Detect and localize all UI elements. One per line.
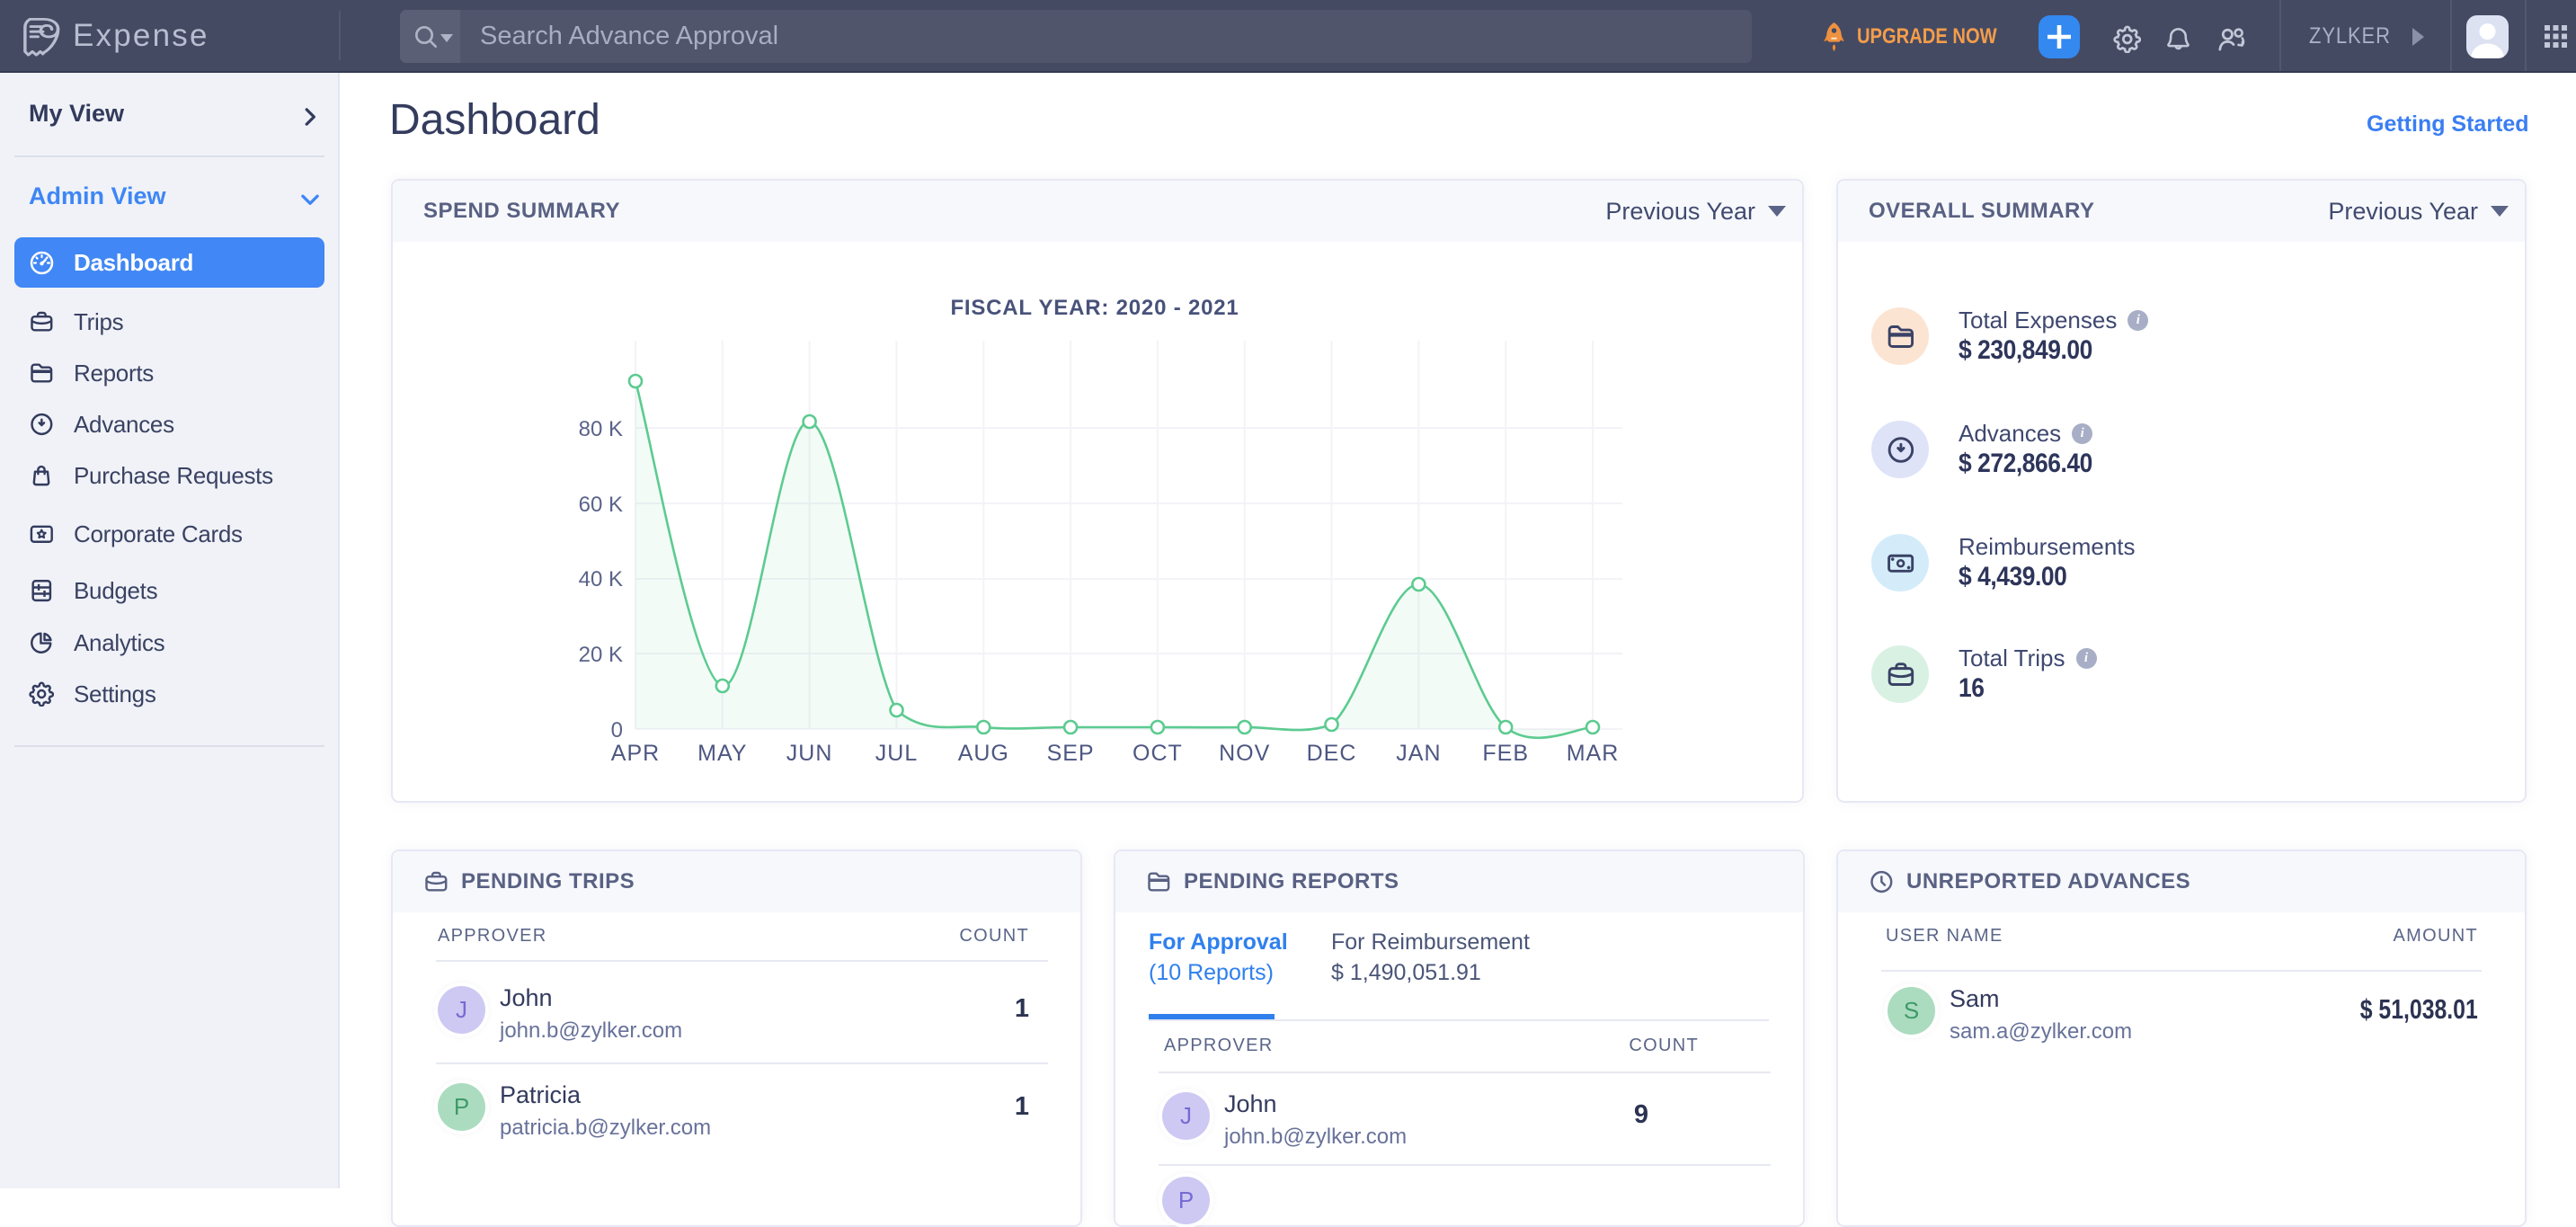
svg-text:FISCAL YEAR: 2020 - 2021: FISCAL YEAR: 2020 - 2021 [950, 296, 1239, 320]
svg-text:MAY: MAY [697, 741, 747, 766]
svg-text:AUG: AUG [958, 741, 1009, 766]
svg-text:JUL: JUL [875, 741, 918, 766]
svg-text:SEP: SEP [1047, 741, 1095, 766]
svg-text:JAN: JAN [1396, 741, 1441, 766]
svg-text:DEC: DEC [1307, 741, 1357, 766]
svg-text:NOV: NOV [1219, 741, 1270, 766]
svg-text:0: 0 [611, 718, 623, 742]
svg-text:MAR: MAR [1567, 741, 1620, 766]
svg-text:60 K: 60 K [579, 493, 623, 517]
svg-text:20 K: 20 K [579, 643, 623, 667]
svg-text:FEB: FEB [1482, 741, 1529, 766]
svg-text:APR: APR [611, 741, 660, 766]
svg-text:40 K: 40 K [579, 567, 623, 591]
svg-text:80 K: 80 K [579, 417, 623, 441]
svg-text:OCT: OCT [1133, 741, 1183, 766]
svg-text:JUN: JUN [786, 741, 833, 766]
